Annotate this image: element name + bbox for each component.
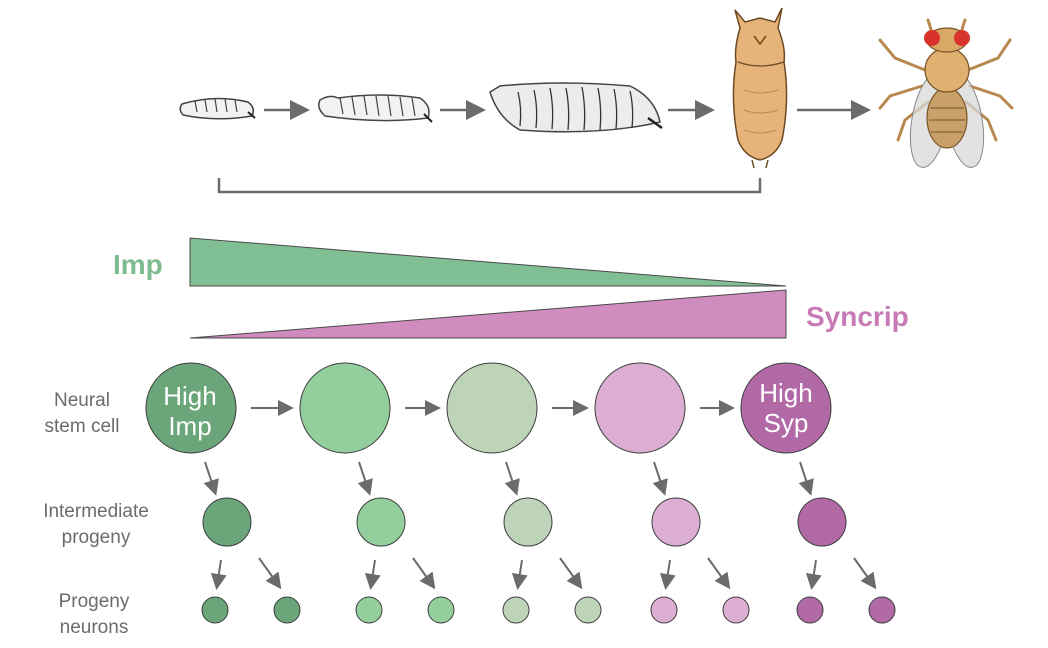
lineages <box>145 362 896 624</box>
intermediate-cell-5 <box>797 497 847 547</box>
pupa-icon <box>732 7 788 169</box>
stem-cell-1 <box>145 362 237 454</box>
neuron-right-3 <box>574 596 602 624</box>
row-label-intermediate-line2: progeny <box>61 527 131 548</box>
high-imp-line2: Imp <box>168 411 212 441</box>
neuron-right-4 <box>722 596 750 624</box>
imp-label: Imp <box>113 249 163 280</box>
stem-cell-3 <box>446 362 538 454</box>
to-neuron-left-arrow-5 <box>805 559 822 590</box>
stem-cell-5 <box>740 362 832 454</box>
row-label-stem-line1: Neural <box>54 390 110 411</box>
neuron-left-2 <box>355 596 383 624</box>
high-imp-text: High Imp <box>145 381 235 441</box>
high-imp-line1: High <box>163 381 217 411</box>
neuron-right-5 <box>868 596 896 624</box>
intermediate-cell-1 <box>202 497 252 547</box>
adult-fly-icon <box>878 18 1014 168</box>
stem-cell-2 <box>299 362 391 454</box>
neuron-left-5 <box>796 596 824 624</box>
row-label-neurons-line1: Progeny <box>58 591 130 612</box>
to-intermediate-arrow-3 <box>504 461 520 496</box>
larval-period-bracket <box>217 178 762 194</box>
row-label-stem-cell: Neural stem cell <box>20 388 144 440</box>
to-neuron-left-arrow-3 <box>511 559 528 590</box>
neuron-right-2 <box>427 596 455 624</box>
life-cycle <box>179 7 1014 194</box>
larva-l2-icon <box>318 94 433 123</box>
intermediate-cell-4 <box>651 497 701 547</box>
to-intermediate-arrow-1 <box>203 461 219 496</box>
to-intermediate-arrow-4 <box>652 461 668 496</box>
stem-cell-4 <box>594 362 686 454</box>
row-label-intermediate-line1: Intermediate <box>43 501 149 522</box>
neuron-left-4 <box>650 596 678 624</box>
high-syp-line1: High <box>759 378 813 408</box>
neuron-left-1 <box>201 596 229 624</box>
to-intermediate-arrow-2 <box>357 461 373 496</box>
high-syp-text: High Syp <box>741 378 831 438</box>
to-neuron-right-arrow-4 <box>707 557 731 590</box>
row-label-neurons-line2: neurons <box>59 617 129 638</box>
row-label-stem-line2: stem cell <box>44 416 120 437</box>
intermediate-cell-3 <box>503 497 553 547</box>
to-neuron-right-arrow-5 <box>853 557 877 590</box>
neuron-right-1 <box>273 596 301 624</box>
intermediate-cell-2 <box>356 497 406 547</box>
high-syp-line2: Syp <box>763 408 809 438</box>
to-neuron-right-arrow-1 <box>258 557 282 590</box>
to-neuron-left-arrow-1 <box>210 559 227 590</box>
to-neuron-right-arrow-3 <box>559 557 583 590</box>
imp-gradient-wedge <box>189 237 787 287</box>
to-intermediate-arrow-5 <box>798 461 814 496</box>
larva-l3-icon <box>489 82 663 133</box>
to-neuron-right-arrow-2 <box>412 557 436 590</box>
to-neuron-left-arrow-4 <box>659 559 676 590</box>
row-label-neurons: Progeny neurons <box>38 589 150 641</box>
syncrip-gradient-wedge <box>189 289 787 339</box>
neuron-left-3 <box>502 596 530 624</box>
syncrip-label: Syncrip <box>806 301 909 332</box>
row-label-intermediate: Intermediate progeny <box>18 499 174 551</box>
larva-l1-icon <box>179 97 256 120</box>
to-neuron-left-arrow-2 <box>364 559 381 590</box>
